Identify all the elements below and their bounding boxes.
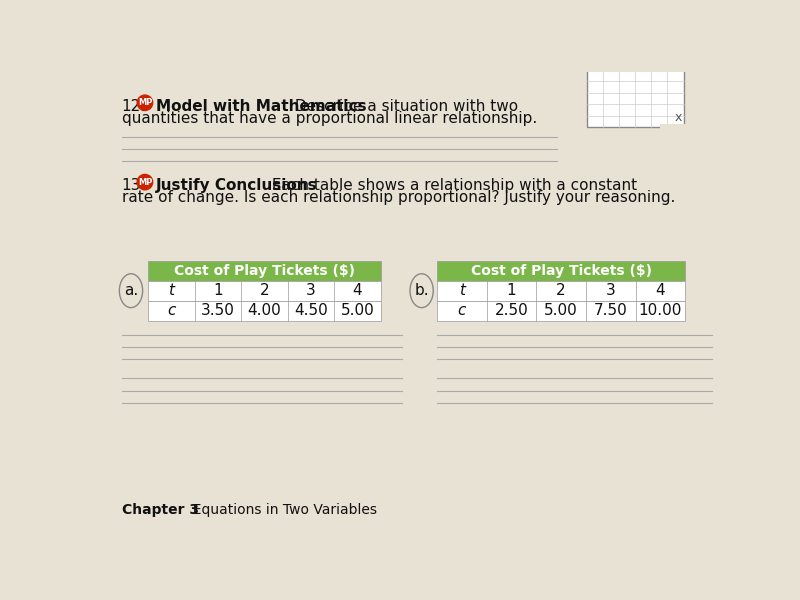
Text: Describe a situation with two: Describe a situation with two bbox=[290, 99, 518, 114]
FancyBboxPatch shape bbox=[437, 260, 685, 281]
FancyBboxPatch shape bbox=[660, 124, 687, 143]
Text: Chapter 3: Chapter 3 bbox=[122, 503, 198, 517]
Text: 1: 1 bbox=[213, 283, 222, 298]
Text: MP: MP bbox=[138, 98, 152, 107]
Text: 4: 4 bbox=[353, 283, 362, 298]
Text: c: c bbox=[167, 303, 175, 318]
Text: 3.50: 3.50 bbox=[201, 303, 234, 318]
Text: 5.00: 5.00 bbox=[341, 303, 374, 318]
FancyBboxPatch shape bbox=[148, 260, 381, 281]
FancyBboxPatch shape bbox=[437, 301, 685, 321]
Text: MP: MP bbox=[138, 178, 152, 187]
FancyBboxPatch shape bbox=[586, 70, 683, 127]
Text: quantities that have a proportional linear relationship.: quantities that have a proportional line… bbox=[122, 110, 537, 125]
Text: 4: 4 bbox=[655, 283, 665, 298]
Text: 10.00: 10.00 bbox=[638, 303, 682, 318]
Text: 3: 3 bbox=[306, 283, 316, 298]
Text: 4.00: 4.00 bbox=[247, 303, 281, 318]
Text: Justify Conclusions: Justify Conclusions bbox=[156, 178, 318, 193]
Text: Cost of Play Tickets ($): Cost of Play Tickets ($) bbox=[174, 263, 355, 278]
Circle shape bbox=[138, 95, 153, 110]
Ellipse shape bbox=[410, 274, 434, 308]
Ellipse shape bbox=[119, 274, 142, 308]
Text: 2.50: 2.50 bbox=[494, 303, 529, 318]
Text: 2: 2 bbox=[556, 283, 566, 298]
Text: 7.50: 7.50 bbox=[594, 303, 628, 318]
Text: t: t bbox=[459, 283, 465, 298]
Text: rate of change. Is each relationship proportional? Justify your reasoning.: rate of change. Is each relationship pro… bbox=[122, 190, 675, 205]
Text: Each table shows a relationship with a constant: Each table shows a relationship with a c… bbox=[266, 178, 637, 193]
Text: Equations in Two Variables: Equations in Two Variables bbox=[184, 503, 377, 517]
Text: t: t bbox=[168, 283, 174, 298]
Text: Cost of Play Tickets ($): Cost of Play Tickets ($) bbox=[470, 263, 652, 278]
Text: b.: b. bbox=[414, 283, 429, 298]
FancyBboxPatch shape bbox=[148, 301, 381, 321]
Text: 1: 1 bbox=[506, 283, 516, 298]
Text: a.: a. bbox=[124, 283, 138, 298]
Text: 5.00: 5.00 bbox=[544, 303, 578, 318]
Text: c: c bbox=[458, 303, 466, 318]
Circle shape bbox=[138, 175, 153, 190]
Text: 13.: 13. bbox=[122, 178, 146, 193]
FancyBboxPatch shape bbox=[437, 281, 685, 301]
Text: x: x bbox=[674, 112, 682, 124]
Text: 12.: 12. bbox=[122, 99, 146, 114]
Text: 3: 3 bbox=[606, 283, 616, 298]
Text: Model with Mathematics: Model with Mathematics bbox=[156, 99, 366, 114]
Text: 4.50: 4.50 bbox=[294, 303, 328, 318]
Text: 2: 2 bbox=[259, 283, 269, 298]
FancyBboxPatch shape bbox=[148, 281, 381, 301]
